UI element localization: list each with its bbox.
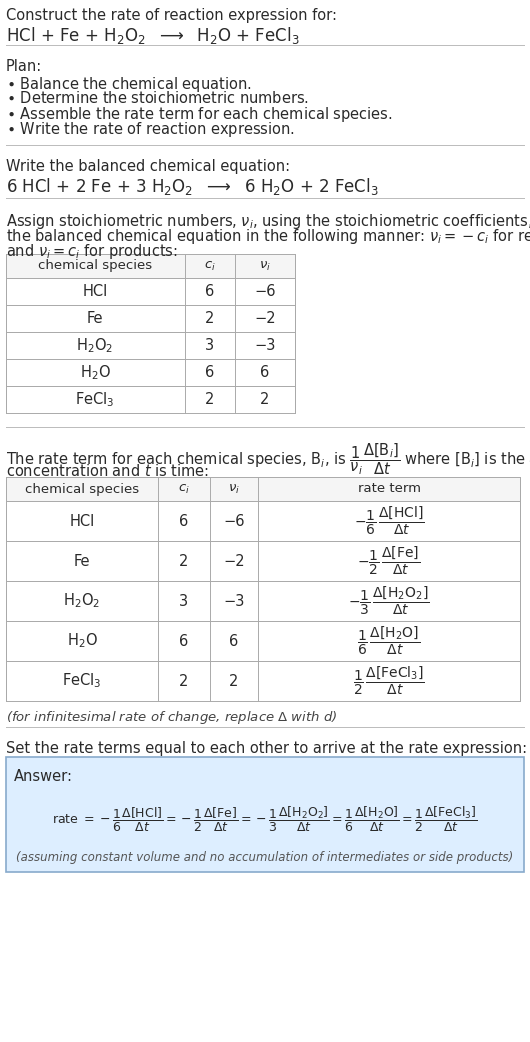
- FancyBboxPatch shape: [6, 621, 520, 661]
- Text: 2: 2: [205, 392, 215, 407]
- Text: $\bullet$ Balance the chemical equation.: $\bullet$ Balance the chemical equation.: [6, 75, 251, 94]
- Text: H$_2$O: H$_2$O: [80, 364, 110, 381]
- Text: 6: 6: [206, 365, 215, 380]
- Text: 6 HCl + 2 Fe + 3 H$_2$O$_2$  $\longrightarrow$  6 H$_2$O + 2 FeCl$_3$: 6 HCl + 2 Fe + 3 H$_2$O$_2$ $\longrighta…: [6, 176, 379, 197]
- Text: HCl: HCl: [69, 514, 95, 528]
- FancyBboxPatch shape: [6, 581, 520, 621]
- Text: FeCl$_3$: FeCl$_3$: [75, 390, 114, 408]
- Text: rate $= -\dfrac{1}{6}\dfrac{\Delta[\mathrm{HCl}]}{\Delta t} = -\dfrac{1}{2}\dfra: rate $= -\dfrac{1}{6}\dfrac{\Delta[\math…: [52, 804, 478, 834]
- Text: 2: 2: [229, 673, 239, 689]
- Text: 3: 3: [180, 594, 189, 609]
- Text: 6: 6: [179, 514, 189, 528]
- Text: $-\dfrac{1}{2}\,\dfrac{\Delta[\mathrm{Fe}]}{\Delta t}$: $-\dfrac{1}{2}\,\dfrac{\Delta[\mathrm{Fe…: [357, 545, 421, 577]
- Text: 3: 3: [206, 338, 215, 353]
- Text: $c_i$: $c_i$: [178, 482, 190, 496]
- Text: 2: 2: [179, 553, 189, 569]
- Text: 6: 6: [229, 634, 239, 648]
- Text: Write the balanced chemical equation:: Write the balanced chemical equation:: [6, 159, 290, 174]
- Text: FeCl$_3$: FeCl$_3$: [62, 672, 102, 691]
- Text: Construct the rate of reaction expression for:: Construct the rate of reaction expressio…: [6, 8, 337, 23]
- FancyBboxPatch shape: [6, 477, 520, 501]
- Text: $-\dfrac{1}{6}\,\dfrac{\Delta[\mathrm{HCl}]}{\Delta t}$: $-\dfrac{1}{6}\,\dfrac{\Delta[\mathrm{HC…: [354, 504, 425, 538]
- Text: $\nu_i$: $\nu_i$: [259, 259, 271, 273]
- Text: chemical species: chemical species: [25, 482, 139, 496]
- Text: the balanced chemical equation in the following manner: $\nu_i = -c_i$ for react: the balanced chemical equation in the fo…: [6, 227, 530, 246]
- Text: Answer:: Answer:: [14, 769, 73, 784]
- Text: $\bullet$ Determine the stoichiometric numbers.: $\bullet$ Determine the stoichiometric n…: [6, 90, 309, 106]
- FancyBboxPatch shape: [6, 661, 520, 701]
- Text: Fe: Fe: [87, 311, 103, 326]
- FancyBboxPatch shape: [6, 332, 295, 359]
- Text: H$_2$O$_2$: H$_2$O$_2$: [76, 337, 113, 355]
- Text: (assuming constant volume and no accumulation of intermediates or side products): (assuming constant volume and no accumul…: [16, 850, 514, 864]
- Text: 2: 2: [205, 311, 215, 326]
- Text: −2: −2: [254, 311, 276, 326]
- Text: $\dfrac{1}{2}\,\dfrac{\Delta[\mathrm{FeCl_3}]}{\Delta t}$: $\dfrac{1}{2}\,\dfrac{\Delta[\mathrm{FeC…: [353, 665, 425, 697]
- Text: −3: −3: [223, 594, 245, 609]
- Text: chemical species: chemical species: [38, 259, 152, 273]
- Text: $\bullet$ Write the rate of reaction expression.: $\bullet$ Write the rate of reaction exp…: [6, 120, 295, 139]
- Text: Assign stoichiometric numbers, $\nu_i$, using the stoichiometric coefficients, $: Assign stoichiometric numbers, $\nu_i$, …: [6, 212, 530, 231]
- FancyBboxPatch shape: [6, 541, 520, 581]
- FancyBboxPatch shape: [6, 305, 295, 332]
- Text: $\bullet$ Assemble the rate term for each chemical species.: $\bullet$ Assemble the rate term for eac…: [6, 105, 393, 124]
- Text: $c_i$: $c_i$: [204, 259, 216, 273]
- Text: Fe: Fe: [74, 553, 90, 569]
- Text: HCl: HCl: [82, 284, 108, 299]
- Text: $-\dfrac{1}{3}\,\dfrac{\Delta[\mathrm{H_2O_2}]}{\Delta t}$: $-\dfrac{1}{3}\,\dfrac{\Delta[\mathrm{H_…: [348, 585, 430, 617]
- Text: Set the rate terms equal to each other to arrive at the rate expression:: Set the rate terms equal to each other t…: [6, 741, 527, 756]
- Text: and $\nu_i = c_i$ for products:: and $\nu_i = c_i$ for products:: [6, 242, 178, 260]
- Text: rate term: rate term: [358, 482, 420, 496]
- Text: $\dfrac{1}{6}\,\dfrac{\Delta[\mathrm{H_2O}]}{\Delta t}$: $\dfrac{1}{6}\,\dfrac{\Delta[\mathrm{H_2…: [357, 625, 421, 658]
- FancyBboxPatch shape: [6, 756, 524, 872]
- Text: H$_2$O$_2$: H$_2$O$_2$: [64, 592, 101, 611]
- FancyBboxPatch shape: [6, 501, 520, 541]
- Text: −2: −2: [223, 553, 245, 569]
- FancyBboxPatch shape: [6, 278, 295, 305]
- Text: 6: 6: [206, 284, 215, 299]
- Text: Plan:: Plan:: [6, 59, 42, 74]
- FancyBboxPatch shape: [6, 386, 295, 413]
- Text: −6: −6: [223, 514, 245, 528]
- Text: The rate term for each chemical species, B$_i$, is $\dfrac{1}{\nu_i}\dfrac{\Delt: The rate term for each chemical species,…: [6, 441, 530, 476]
- Text: concentration and $t$ is time:: concentration and $t$ is time:: [6, 463, 209, 479]
- Text: 2: 2: [179, 673, 189, 689]
- Text: HCl + Fe + H$_2$O$_2$  $\longrightarrow$  H$_2$O + FeCl$_3$: HCl + Fe + H$_2$O$_2$ $\longrightarrow$ …: [6, 25, 299, 46]
- Text: 6: 6: [260, 365, 270, 380]
- Text: −3: −3: [254, 338, 276, 353]
- Text: H$_2$O: H$_2$O: [67, 631, 98, 650]
- FancyBboxPatch shape: [6, 254, 295, 278]
- Text: −6: −6: [254, 284, 276, 299]
- Text: (for infinitesimal rate of change, replace $\Delta$ with $d$): (for infinitesimal rate of change, repla…: [6, 709, 338, 726]
- Text: $\nu_i$: $\nu_i$: [228, 482, 240, 496]
- FancyBboxPatch shape: [6, 359, 295, 386]
- Text: 2: 2: [260, 392, 270, 407]
- Text: 6: 6: [179, 634, 189, 648]
